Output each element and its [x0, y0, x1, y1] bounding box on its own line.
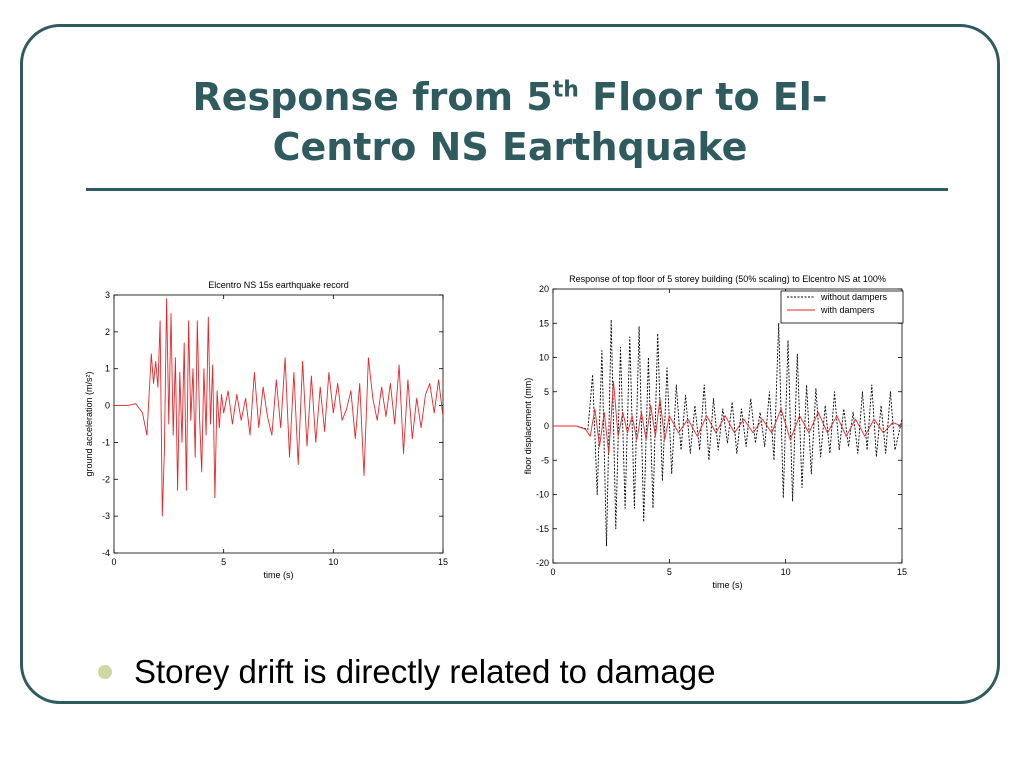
chart1-y-label: ground acceleration (m/s²)	[84, 371, 94, 476]
chart2-legend-entry: with dampers	[820, 305, 875, 315]
chart2-y-tick-label: 10	[539, 353, 549, 363]
chart1-y-tick-label: -1	[102, 437, 110, 447]
chart1-y-tick-label: 3	[105, 290, 110, 300]
chart1-group: 0 5 10 15 -4 -3 -2 -1 0 1 2 3 Elcentro NS 15s earthq…	[84, 280, 448, 580]
chart1-y-tick-label: -4	[102, 548, 110, 558]
chart2-x-tick-label: 15	[897, 567, 907, 577]
slide-frame	[20, 24, 1000, 704]
title-superscript: th	[552, 77, 579, 103]
title-line-2: Centro NS Earthquake	[272, 125, 748, 169]
chart2-y-tick-label: -5	[541, 455, 549, 465]
chart1-series-line-0	[114, 298, 444, 517]
chart1-y-tick-label: -3	[102, 511, 110, 521]
bullet-item: Storey drift is directly related to dama…	[98, 650, 715, 694]
slide-title: Response from 5th Floor to El- Centro NS…	[60, 72, 960, 172]
chart2-y-tick-label: -10	[536, 490, 549, 500]
chart2-x-label: time (s)	[713, 580, 743, 590]
chart2-legend-entry: without dampers	[820, 292, 888, 302]
chart1-title: Elcentro NS 15s earthquake record	[208, 280, 349, 290]
chart2-legend	[780, 290, 904, 324]
chart1-x-tick-label: 15	[438, 557, 448, 567]
chart1-y-tick-label: -2	[102, 474, 110, 484]
chart2-group: 0 5 10 15 -20 -15 -10 -5 0 5 10 15 20 Response of top…	[523, 274, 907, 590]
chart2-title: Response of top floor of 5 storey buildi…	[569, 274, 886, 284]
title-part-2: Floor to El-	[578, 75, 828, 119]
bullet-dot-icon	[98, 665, 112, 679]
chart2-y-tick-label: -20	[536, 558, 549, 568]
chart2-y-label: floor displacement (mm)	[523, 378, 533, 475]
chart1-plot-area	[113, 294, 444, 554]
chart2-series-line-1	[553, 381, 903, 454]
chart2-x-tick-label: 0	[550, 567, 555, 577]
chart2-y-tick-label: 20	[539, 284, 549, 294]
chart2-y-tick-label: 5	[544, 387, 549, 397]
chart2-x-tick-label: 10	[781, 567, 791, 577]
chart1-x-label: time (s)	[264, 570, 294, 580]
chart2-x-tick-label: 5	[667, 567, 672, 577]
chart1-y-tick-label: 2	[105, 327, 110, 337]
bullet-text: Storey drift is directly related to dama…	[134, 653, 716, 690]
chart1-x-tick-label: 5	[221, 557, 226, 567]
chart2-series-line-0	[553, 319, 903, 547]
chart1-x-tick-label: 10	[328, 557, 338, 567]
chart2-y-tick-label: 15	[539, 318, 549, 328]
title-underline	[86, 188, 948, 191]
chart2-y-tick-label: -15	[536, 524, 549, 534]
title-part-1: Response from 5	[192, 75, 553, 119]
chart2-y-tick-label: 0	[544, 421, 549, 431]
chart1-x-tick-label: 0	[111, 557, 116, 567]
chart1-y-tick-label: 0	[105, 401, 110, 411]
title-line-1: Response from 5th Floor to El-	[60, 72, 960, 122]
chart1-y-tick-label: 1	[105, 364, 110, 374]
